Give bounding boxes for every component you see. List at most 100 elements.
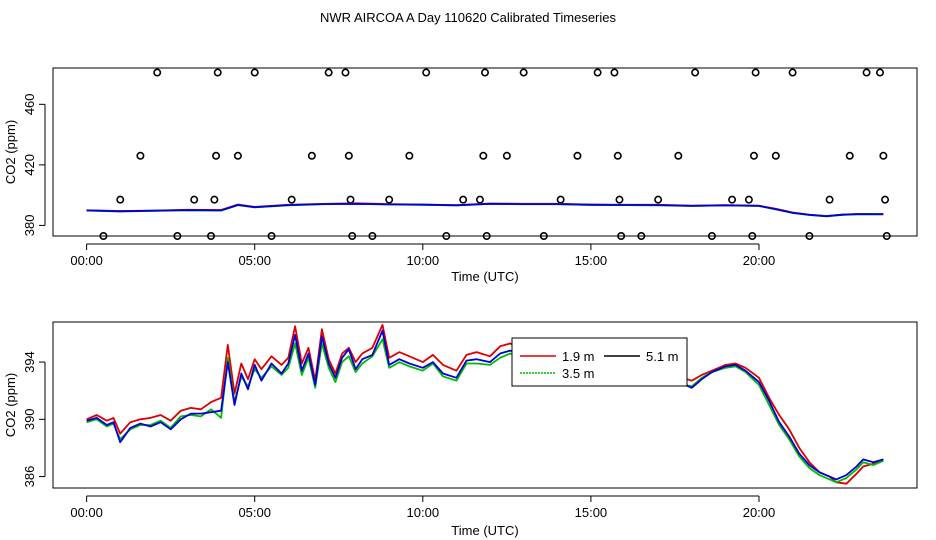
data-point (845, 151, 854, 160)
data-point (556, 195, 565, 204)
data-point (881, 195, 890, 204)
data-point (707, 232, 716, 241)
data-point (346, 195, 355, 204)
data-point (287, 195, 296, 204)
data-point (519, 68, 528, 77)
data-point (344, 151, 353, 160)
data-point (190, 195, 199, 204)
data-point (136, 151, 145, 160)
legend-box (511, 337, 688, 387)
data-point (610, 68, 619, 77)
data-point (459, 195, 468, 204)
chart-title: NWR AIRCOA A Day 110620 Calibrated Times… (320, 10, 616, 25)
x-axis-top: 00:00 05:00 10:00 15:00 20:00 (70, 243, 776, 268)
data-point (805, 232, 814, 241)
legend-label-3: 3.5 m (562, 366, 595, 381)
data-point (212, 151, 221, 160)
data-point (422, 68, 431, 77)
y-tick-label-top: 380 (22, 215, 37, 237)
data-point (233, 151, 242, 160)
legend-label-1: 1.9 m (562, 349, 595, 364)
data-point (210, 195, 219, 204)
x-tick-label-top: 00:00 (70, 253, 103, 268)
data-point (744, 195, 753, 204)
x-tick-label-bottom: 10:00 (407, 505, 440, 520)
data-point (617, 232, 626, 241)
data-point (825, 195, 834, 204)
y-tick-label-bottom: 386 (22, 466, 37, 488)
y-axis-bottom: 386 390 394 (22, 351, 46, 488)
data-point (116, 195, 125, 204)
series-line-3-5-m-bottom (86, 338, 884, 484)
y-axis-label-bottom: CO2 (ppm) (3, 373, 18, 437)
panel-top: 00:00 05:00 10:00 15:00 20:00 380 420 460 Time… (3, 67, 918, 284)
y-tick-label-bottom: 394 (22, 351, 37, 373)
y-tick-label-top: 420 (22, 154, 37, 176)
data-point (771, 151, 780, 160)
data-point (615, 195, 624, 204)
data-point (482, 232, 491, 241)
data-point (876, 68, 885, 77)
data-point (348, 232, 357, 241)
x-tick-label-bottom: 20:00 (743, 505, 776, 520)
data-point (341, 68, 350, 77)
data-point (385, 195, 394, 204)
data-point (480, 68, 489, 77)
data-point (173, 232, 182, 241)
y-axis-label-top: CO2 (ppm) (3, 120, 18, 184)
x-tick-label-bottom: 15:00 (575, 505, 608, 520)
data-point (879, 151, 888, 160)
data-point (405, 151, 414, 160)
data-point (250, 68, 259, 77)
legend: 1.9 m 5.1 m 3.5 m (511, 337, 688, 387)
data-point (475, 195, 484, 204)
data-point (862, 68, 871, 77)
series-line-1-9-m-bottom (86, 324, 884, 485)
line-series-bottom (86, 324, 884, 485)
data-point (99, 232, 108, 241)
data-point (751, 68, 760, 77)
data-point (267, 232, 276, 241)
data-point (479, 151, 488, 160)
data-point (442, 232, 451, 241)
data-point (539, 232, 548, 241)
series-line-5-1-m-top (86, 202, 884, 218)
x-tick-label-top: 10:00 (407, 253, 440, 268)
x-tick-label-top: 20:00 (743, 253, 776, 268)
line-series-top (86, 202, 884, 218)
data-point (788, 68, 797, 77)
legend-label-2: 5.1 m (646, 349, 679, 364)
data-point (573, 151, 582, 160)
data-point (691, 68, 700, 77)
data-point (502, 151, 511, 160)
plot-frame-top (52, 67, 918, 237)
x-tick-label-top: 15:00 (575, 253, 608, 268)
data-point (728, 195, 737, 204)
data-point (307, 151, 316, 160)
data-point (324, 68, 333, 77)
plot-frame-bottom (52, 321, 918, 489)
data-point (368, 232, 377, 241)
x-axis-bottom: 00:00 05:00 10:00 15:00 20:00 (70, 495, 776, 520)
data-point (593, 68, 602, 77)
y-tick-label-bottom: 390 (22, 408, 37, 430)
x-axis-label-top: Time (UTC) (451, 269, 518, 284)
data-point (749, 151, 758, 160)
x-tick-label-bottom: 05:00 (238, 505, 271, 520)
y-tick-label-top: 460 (22, 93, 37, 115)
x-axis-label-bottom: Time (UTC) (451, 523, 518, 538)
x-tick-label-bottom: 00:00 (70, 505, 103, 520)
data-point (153, 68, 162, 77)
data-point (654, 195, 663, 204)
y-axis-top: 380 420 460 (22, 93, 46, 237)
data-point (882, 232, 891, 241)
series-line-5-1-m-bottom (86, 329, 884, 481)
data-point (613, 151, 622, 160)
data-point (674, 151, 683, 160)
data-point (213, 68, 222, 77)
data-point (637, 232, 646, 241)
data-point (748, 232, 757, 241)
x-tick-label-top: 05:00 (238, 253, 271, 268)
panel-bottom: 00:00 05:00 10:00 15:00 20:00 386 390 394 Time… (3, 321, 918, 538)
